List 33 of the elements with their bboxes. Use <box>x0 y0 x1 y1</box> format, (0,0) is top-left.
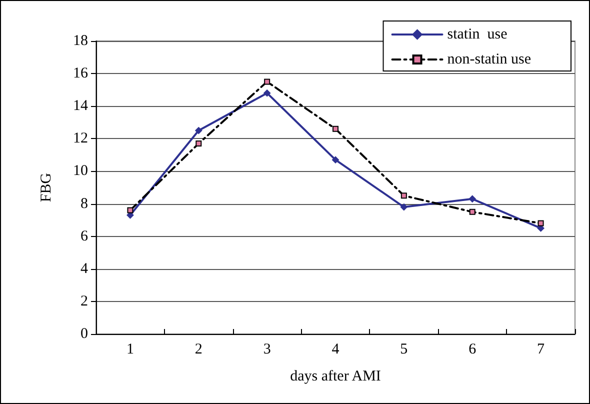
y-tick-label: 12 <box>73 130 88 147</box>
x-tick-label: 4 <box>332 342 340 358</box>
y-tick-label: 18 <box>73 33 88 49</box>
point <box>538 220 544 226</box>
point <box>332 126 338 132</box>
x-tick-label: 3 <box>263 342 271 358</box>
x-tick-label: 7 <box>537 342 546 358</box>
point <box>332 156 339 164</box>
y-tick-label: 2 <box>80 293 88 310</box>
x-axis-title: days after AMI <box>290 368 381 384</box>
point <box>264 90 271 97</box>
y-tick-label: 16 <box>73 66 88 82</box>
legend-label: non-statin use <box>447 52 532 68</box>
point <box>469 208 476 215</box>
y-tick-label: 6 <box>80 228 88 244</box>
point <box>264 78 270 85</box>
point <box>400 192 407 199</box>
y-tick-label: 0 <box>80 326 88 342</box>
y-tick-label: 14 <box>73 98 88 114</box>
y-axis-title: FBG <box>38 172 54 202</box>
y-tick-label: 8 <box>80 196 88 212</box>
legend-label: statin use <box>447 26 508 42</box>
y-tick-label: 4 <box>80 260 88 277</box>
y-tick-label: 10 <box>73 163 88 180</box>
x-tick-label: 6 <box>468 342 477 358</box>
point <box>468 195 476 202</box>
point <box>400 204 408 211</box>
point <box>127 207 134 214</box>
x-tick-label: 1 <box>126 342 134 358</box>
x-tick-label: 5 <box>400 342 408 358</box>
x-tick-label: 2 <box>194 342 202 358</box>
point <box>196 140 202 147</box>
point <box>195 127 202 134</box>
